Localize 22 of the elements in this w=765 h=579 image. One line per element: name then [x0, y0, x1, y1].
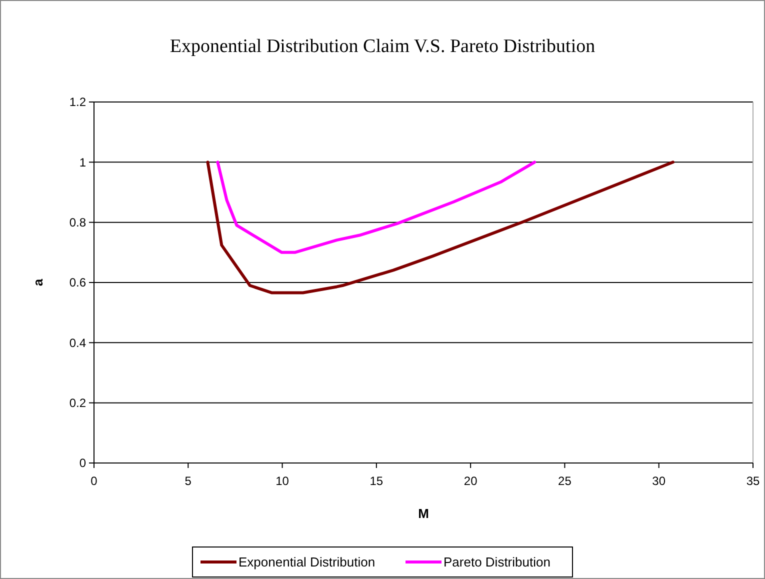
x-tick-label: 0	[90, 474, 98, 488]
x-tick-label: 5	[184, 474, 192, 488]
y-tick-label: 0.6	[69, 276, 86, 290]
x-tick-label: 25	[558, 474, 572, 488]
chart-title: Exponential Distribution Claim V.S. Pareto Distribution	[170, 36, 596, 57]
x-tick-label: 20	[464, 474, 478, 488]
legend-label: Pareto Distribution	[444, 554, 550, 570]
y-tick-label: 1	[79, 155, 86, 170]
x-tick-label: 10	[276, 474, 290, 488]
y-tick-label: 1.2	[69, 95, 86, 110]
x-axis-title: M	[418, 506, 429, 521]
y-tick-label: 0.2	[69, 396, 86, 410]
y-tick-label: 0.8	[69, 216, 86, 230]
y-axis-title: a	[30, 278, 46, 286]
x-tick-label: 35	[746, 474, 760, 488]
x-tick-label: 15	[370, 474, 384, 488]
legend-label: Exponential Distribution	[238, 554, 376, 570]
x-tick-label: 30	[652, 474, 666, 488]
y-tick-label: 0	[79, 456, 86, 470]
line-series	[206, 160, 674, 294]
line-series	[216, 160, 536, 254]
y-tick-label: 0.4	[69, 336, 86, 350]
